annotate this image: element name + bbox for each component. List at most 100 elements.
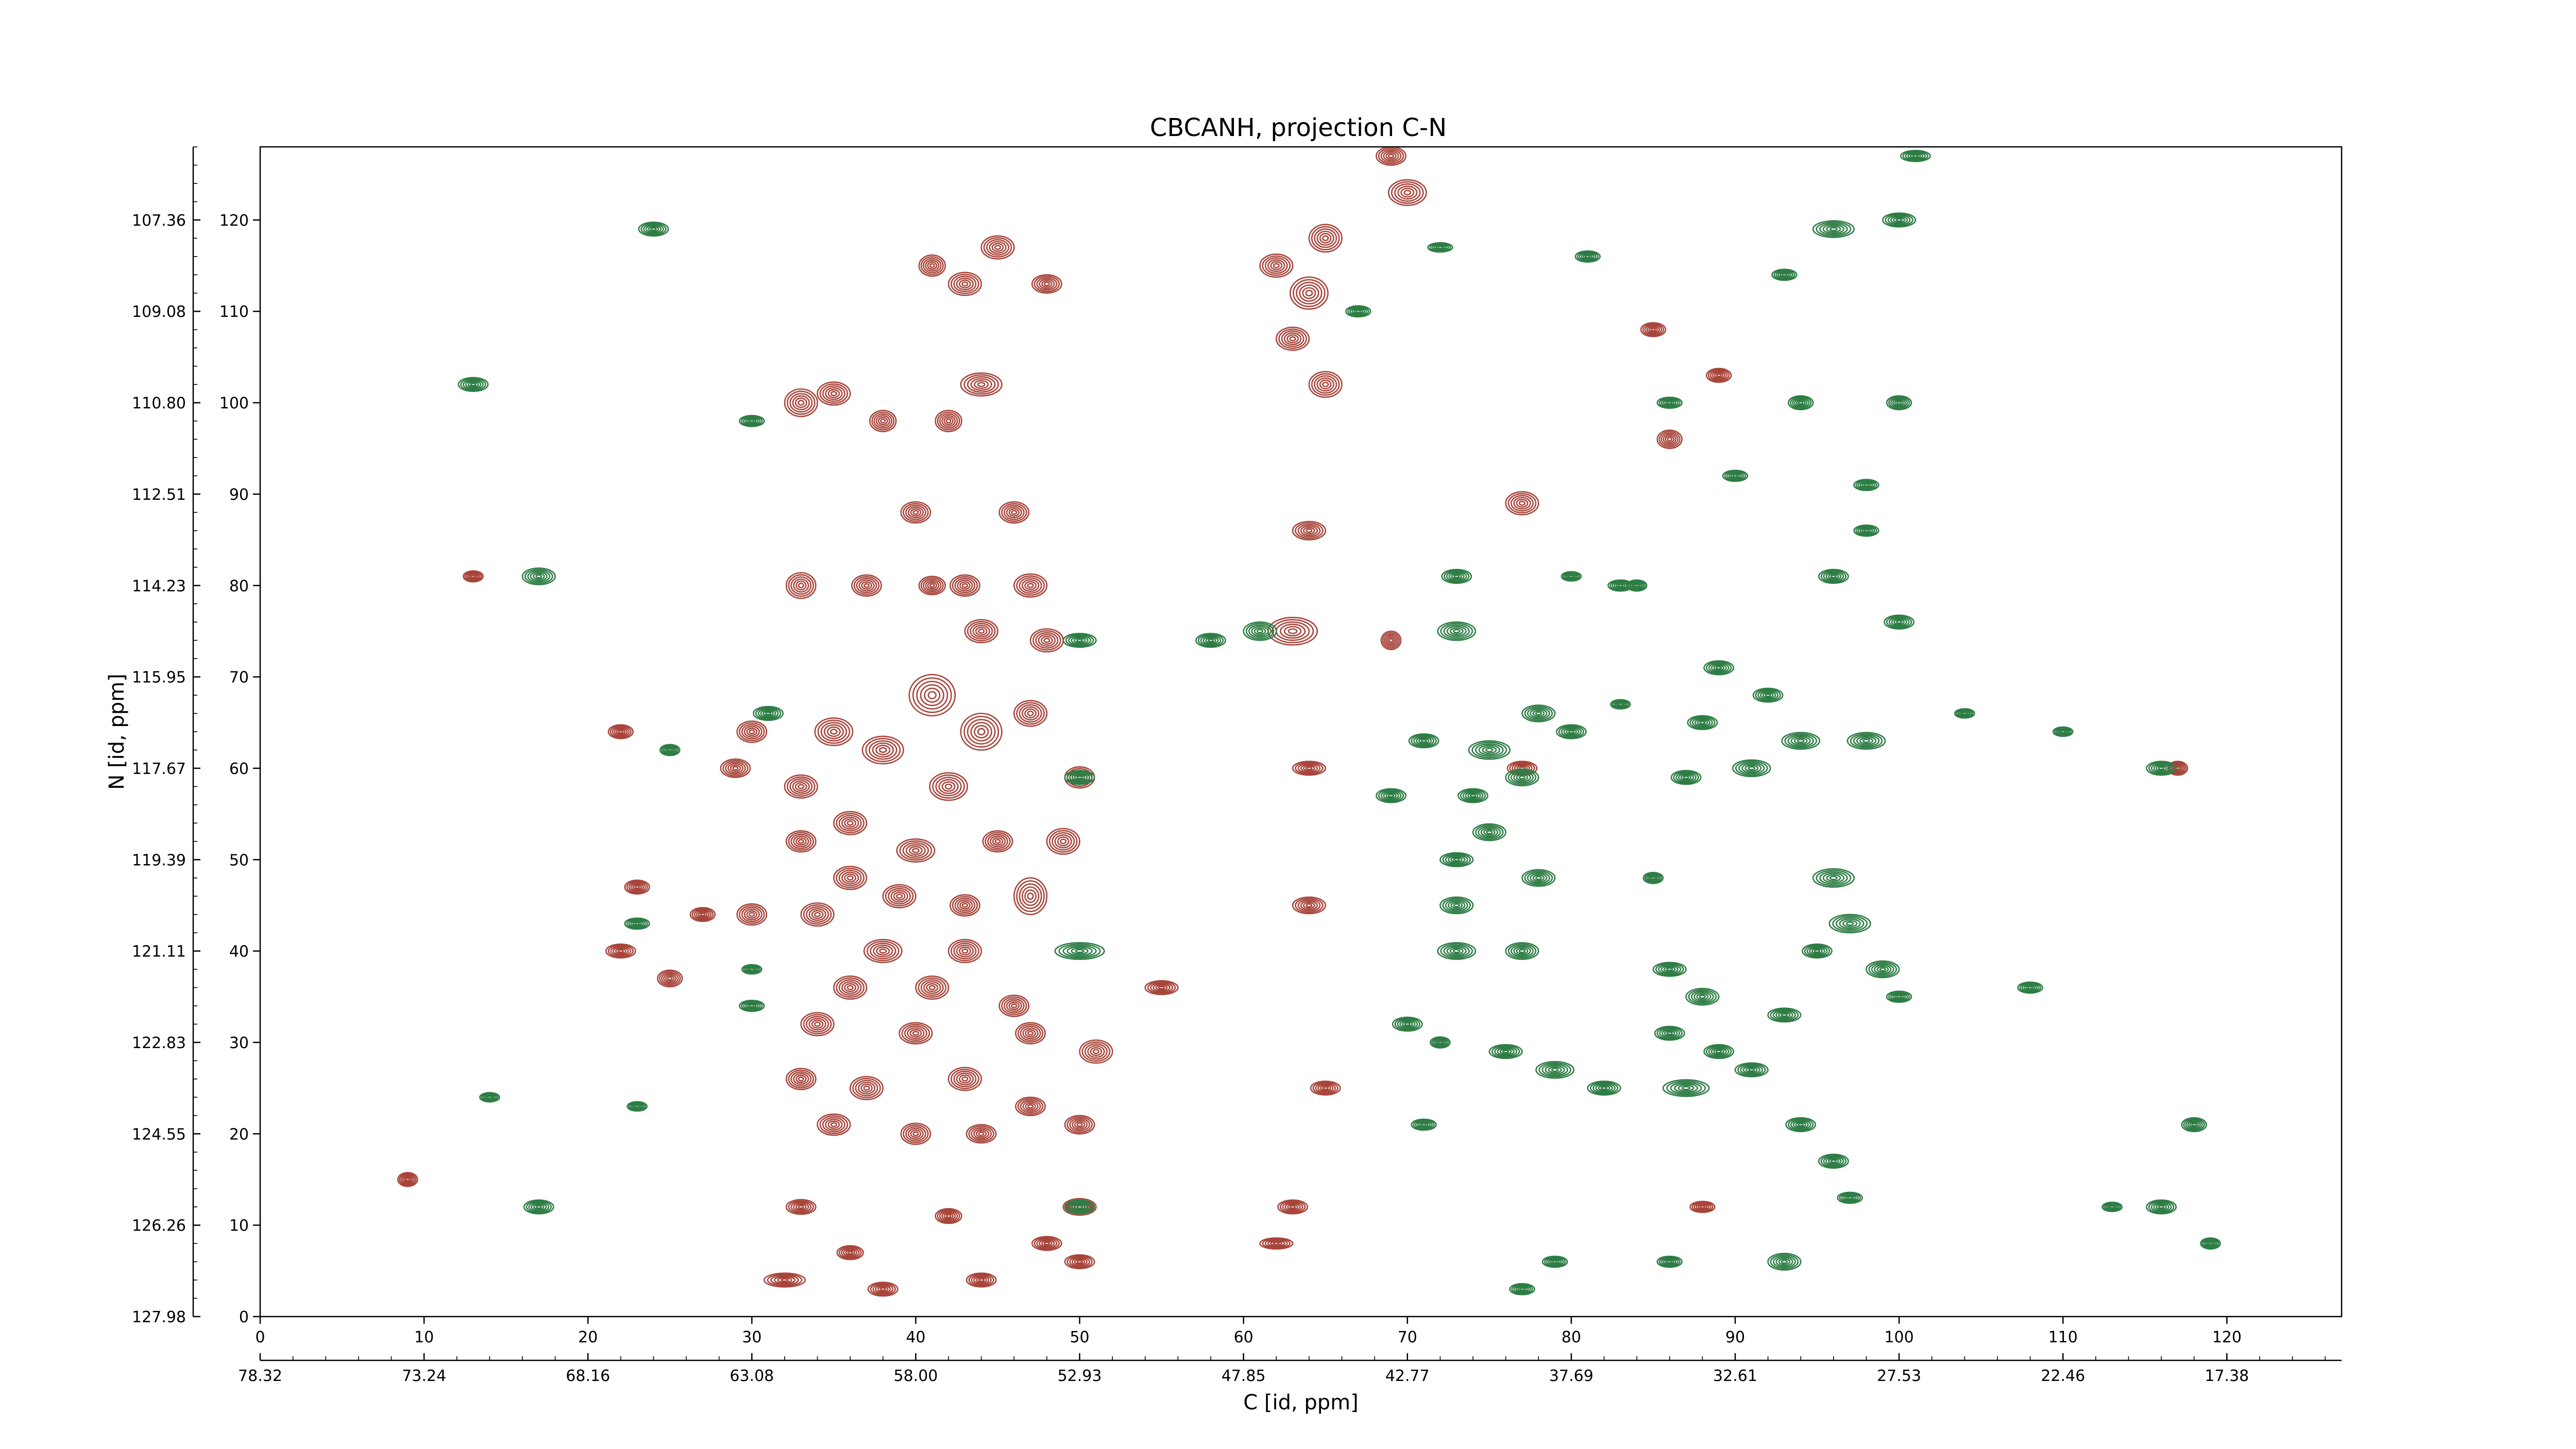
contour-level: [876, 946, 890, 956]
contour-level: [1516, 947, 1529, 955]
contour-level: [798, 399, 805, 406]
contour-level: [2103, 1202, 2121, 1211]
contour-level: [1437, 245, 1443, 249]
contour-level: [982, 830, 1013, 853]
contour-level: [1043, 1241, 1050, 1245]
contour-level: [954, 578, 976, 594]
contour-level: [943, 416, 954, 426]
contour-level: [664, 746, 676, 754]
positive-peak: [851, 574, 882, 597]
contour-level: [1959, 710, 1971, 717]
contour-level: [841, 816, 859, 830]
contour-level: [785, 1199, 817, 1215]
contour-level: [1816, 869, 1852, 886]
negative-peak: [1535, 1060, 1574, 1079]
contour-level: [1566, 729, 1577, 735]
contour-level: [1057, 836, 1070, 847]
contour-level: [762, 710, 774, 717]
contour-level: [867, 1282, 899, 1297]
contour-level: [1499, 1048, 1512, 1055]
contour-level: [1437, 1040, 1443, 1044]
x-index-tick-label: 90: [1725, 1328, 1745, 1346]
contour-level: [1666, 967, 1673, 971]
positive-peak: [900, 1122, 931, 1145]
contour-level: [1845, 921, 1854, 926]
contour-level: [725, 761, 746, 775]
positive-peak: [1689, 1201, 1716, 1214]
contour-level: [920, 256, 944, 275]
contour-level: [985, 832, 1011, 851]
contour-level: [873, 413, 893, 429]
contour-level: [899, 1022, 933, 1044]
positive-peak: [1277, 1199, 1309, 1215]
contour-level: [1509, 1283, 1535, 1295]
contour-level: [1302, 902, 1315, 909]
contour-level: [1383, 791, 1399, 800]
contour-level: [1483, 829, 1496, 836]
contour-level: [1856, 736, 1877, 746]
contour-level: [743, 965, 761, 974]
contour-level: [838, 979, 862, 996]
contour-level: [840, 1247, 860, 1258]
contour-level: [1207, 638, 1214, 643]
contour-level: [935, 410, 962, 432]
contour-level: [691, 908, 714, 921]
positive-peak: [833, 811, 868, 835]
contour-level: [788, 1200, 815, 1214]
contour-level: [793, 578, 809, 593]
contour-level: [1716, 373, 1722, 377]
positive-peak: [863, 939, 903, 964]
contour-level: [1738, 762, 1765, 774]
x-ppm-tick-label: 47.85: [1222, 1367, 1266, 1385]
contour-level: [1299, 284, 1319, 302]
contour-level: [1517, 1287, 1527, 1292]
contour-level: [1778, 1258, 1791, 1266]
contour-level: [2105, 1203, 2120, 1211]
contour-level: [1022, 1027, 1039, 1039]
negative-peak: [1656, 396, 1683, 409]
contour-level: [1820, 1155, 1847, 1168]
contour-level: [1384, 633, 1399, 647]
contour-level: [941, 1211, 956, 1221]
contour-level: [1569, 575, 1574, 578]
contour-level: [1277, 1199, 1309, 1215]
contour-level: [1066, 946, 1093, 956]
positive-peak: [960, 713, 1003, 751]
contour-level: [1752, 687, 1784, 703]
positive-peak: [908, 673, 956, 717]
contour-level: [1510, 945, 1534, 957]
contour-level: [882, 884, 917, 908]
contour-level: [1444, 570, 1470, 583]
contour-level: [741, 906, 762, 922]
contour-level: [907, 1127, 924, 1140]
contour-level: [1069, 772, 1091, 783]
contour-level: [524, 568, 553, 584]
contour-level: [1886, 990, 1912, 1003]
contour-level: [1781, 1259, 1788, 1264]
contour-level: [2189, 1121, 2199, 1128]
contour-level: [920, 577, 944, 594]
contour-level: [1519, 1287, 1525, 1291]
contour-level: [666, 747, 674, 753]
contour-level: [638, 222, 669, 237]
contour-level: [952, 896, 978, 915]
contour-level: [1311, 226, 1340, 250]
contour-level: [1530, 873, 1548, 883]
contour-level: [1516, 774, 1529, 781]
positive-peak: [982, 830, 1013, 853]
y-ppm-tick-label: 119.39: [132, 851, 186, 869]
contour-level: [1535, 1060, 1574, 1079]
contour-level: [2150, 1202, 2172, 1212]
contour-level: [1471, 742, 1507, 759]
contour-level: [846, 875, 854, 881]
contour-level: [1665, 1259, 1674, 1265]
contour-level: [963, 716, 999, 748]
contour-level: [1264, 1239, 1288, 1248]
contour-level: [2206, 1241, 2215, 1246]
x-ppm-tick-label: 73.24: [402, 1367, 446, 1385]
negative-peak: [1607, 579, 1634, 592]
contour-level: [739, 1000, 765, 1012]
negative-peak: [1685, 988, 1720, 1006]
contour-level: [1696, 993, 1709, 1000]
x-index-axis: 0 10 20 30 40 50 60 70 80 90 100 110 120: [255, 1317, 2242, 1346]
